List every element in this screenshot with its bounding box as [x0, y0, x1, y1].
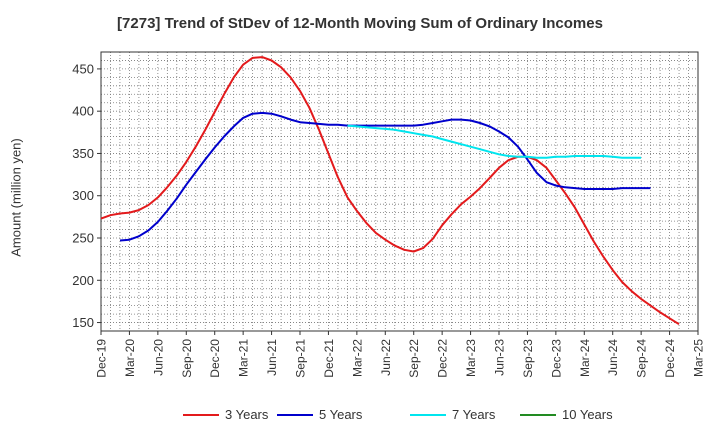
- legend-swatch: [277, 414, 313, 416]
- y-tick-label: 300: [72, 188, 94, 203]
- x-tick-label: Jun-22: [379, 339, 393, 376]
- legend-swatch: [410, 414, 446, 416]
- y-tick-label: 350: [72, 146, 94, 161]
- x-tick-label: Sep-24: [635, 339, 649, 378]
- series-line-7-years: [347, 124, 642, 159]
- x-tick-label: Jun-23: [493, 339, 507, 376]
- y-tick-label: 200: [72, 273, 94, 288]
- x-tick-label: Dec-23: [549, 339, 563, 378]
- legend-label: 3 Years: [225, 407, 269, 422]
- series-line-3-years: [100, 56, 680, 326]
- x-tick-label: Dec-22: [436, 339, 450, 378]
- x-tick-label: Jun-24: [606, 339, 620, 376]
- legend-swatch: [520, 414, 556, 416]
- legend-label: 7 Years: [452, 407, 496, 422]
- y-tick-label: 250: [72, 231, 94, 246]
- x-tick-label: Sep-20: [180, 339, 194, 378]
- x-tick-label: Mar-23: [464, 339, 478, 377]
- x-tick-label: Mar-25: [692, 339, 706, 377]
- legend: 3 Years 5 Years 7 Years 10 Years: [0, 405, 720, 425]
- y-tick-label: 450: [72, 61, 94, 76]
- legend-swatch: [183, 414, 219, 416]
- y-tick-label: 150: [72, 315, 94, 330]
- x-tick-label: Dec-21: [322, 339, 336, 378]
- y-tick-label: 400: [72, 104, 94, 119]
- legend-label: 5 Years: [319, 407, 363, 422]
- x-tick-label: Mar-24: [578, 339, 592, 377]
- x-tick-label: Dec-20: [208, 339, 222, 378]
- plot-area: 150 200 250 300 350 400 450 Dec-19 Mar-20 Jun-20 S…: [72, 51, 706, 378]
- x-tick-label: Mar-20: [123, 339, 137, 377]
- legend-label: 10 Years: [562, 407, 613, 422]
- x-tick-label: Jun-21: [265, 339, 279, 376]
- x-tick-label: Dec-19: [95, 339, 109, 378]
- x-tick-label: Sep-21: [294, 339, 308, 378]
- x-tick-label: Mar-21: [237, 339, 251, 377]
- x-tick-label: Sep-22: [407, 339, 421, 378]
- x-tick-label: Sep-23: [521, 339, 535, 378]
- x-tick-label: Mar-22: [350, 339, 364, 377]
- x-tick-label: Jun-20: [151, 339, 165, 376]
- chart-title: [7273] Trend of StDev of 12-Month Moving…: [117, 15, 603, 32]
- x-tick-label: Dec-24: [663, 339, 677, 378]
- series-line-5-years: [119, 111, 651, 242]
- plot-frame: [100, 51, 699, 332]
